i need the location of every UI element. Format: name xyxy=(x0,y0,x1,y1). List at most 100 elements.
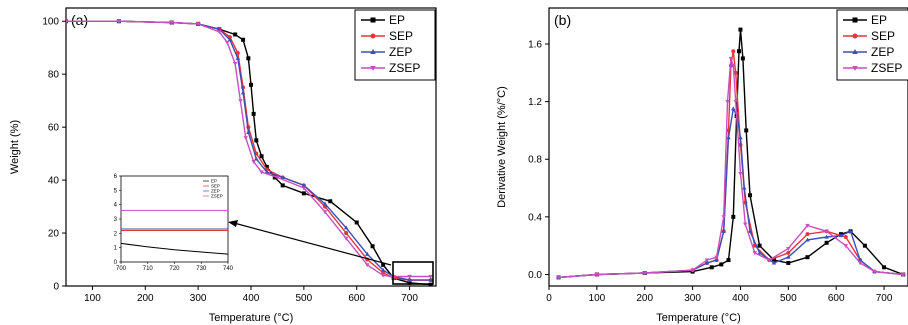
data-point-zep xyxy=(240,90,246,95)
inset-series-line-ep xyxy=(120,242,229,255)
data-point-zep xyxy=(721,228,726,233)
data-point-ep xyxy=(719,262,724,267)
data-point-ep xyxy=(786,260,791,265)
data-point-ep xyxy=(354,220,359,225)
inset-x-tick-label: 700 xyxy=(116,266,127,272)
data-point-zsep xyxy=(238,99,243,104)
x-tick-label: 600 xyxy=(348,293,365,304)
x-tick-label: 500 xyxy=(296,293,313,304)
data-point-zsep xyxy=(714,255,719,260)
data-point-zsep xyxy=(805,223,810,228)
legend-entry-sep: SEP xyxy=(871,29,895,43)
y-tick-label: 100 xyxy=(42,17,59,28)
x-tick-label: 0 xyxy=(546,293,552,304)
data-point-zsep xyxy=(642,271,647,276)
inset-y-tick-label: 5 xyxy=(114,188,118,194)
legend-swatch-marker xyxy=(370,17,376,23)
data-point-zsep xyxy=(259,170,264,175)
legend-entry-zep: ZEP xyxy=(389,45,412,59)
legend-swatch-marker xyxy=(370,49,376,54)
inset-x-tick-label: 740 xyxy=(223,266,234,272)
y-tick-label: 1.6 xyxy=(528,40,542,51)
data-point-zep xyxy=(805,237,810,242)
data-point-zep xyxy=(280,175,285,180)
data-point-ep xyxy=(757,243,762,248)
data-point-zsep xyxy=(857,261,863,266)
data-point-sep xyxy=(843,235,848,240)
data-point-zsep xyxy=(690,268,695,273)
data-point-ep xyxy=(805,255,810,260)
y-axis-label: Weight (%) xyxy=(9,120,21,174)
legend-entry-zsep: ZSEP xyxy=(871,61,902,75)
legend-entry-zep: ZEP xyxy=(871,45,894,59)
data-point-zsep xyxy=(733,100,738,105)
data-point-zep xyxy=(771,260,777,265)
data-point-zsep xyxy=(169,20,174,25)
data-point-zep xyxy=(407,277,412,282)
data-point-zsep xyxy=(243,136,248,141)
legend-swatch-marker xyxy=(370,33,376,39)
y-tick-label: 0.0 xyxy=(528,270,542,281)
data-point-zsep xyxy=(407,274,412,279)
data-point-ep xyxy=(370,244,375,249)
data-point-ep xyxy=(259,154,264,159)
data-point-ep xyxy=(251,111,256,116)
zoom-arrow-head xyxy=(228,220,238,227)
data-point-zsep xyxy=(766,258,772,263)
data-point-ep xyxy=(862,243,867,248)
data-point-zep xyxy=(848,228,853,233)
data-point-zsep xyxy=(738,172,743,177)
inset-y-tick-label: 4 xyxy=(114,203,118,209)
data-point-zsep xyxy=(428,274,433,279)
x-tick-label: 100 xyxy=(589,293,606,304)
inset-y-tick-label: 1 xyxy=(114,246,118,252)
y-tick-label: 0 xyxy=(53,282,59,293)
data-point-ep xyxy=(272,175,277,180)
data-point-zsep xyxy=(343,236,349,241)
data-point-zsep xyxy=(731,64,736,69)
data-point-ep xyxy=(882,265,887,270)
x-tick-label: 700 xyxy=(876,293,893,304)
data-point-zsep xyxy=(217,30,222,35)
panel-label: (b) xyxy=(554,12,571,28)
data-point-zep xyxy=(824,234,829,239)
data-point-zsep xyxy=(824,229,829,234)
data-point-zsep xyxy=(721,215,726,220)
y-tick-label: 0.8 xyxy=(528,155,542,166)
data-point-ep xyxy=(731,214,736,219)
x-tick-label: 700 xyxy=(401,293,418,304)
inset-legend-entry-zsep: ZSEP xyxy=(211,194,223,199)
x-tick-label: 200 xyxy=(137,293,154,304)
data-point-sep xyxy=(733,70,738,75)
data-point-zsep xyxy=(901,272,906,277)
data-point-zep xyxy=(731,106,736,111)
data-point-ep xyxy=(740,56,745,61)
x-axis-label: Temperature (°C) xyxy=(656,312,740,324)
data-point-zep xyxy=(227,37,233,42)
series-line-zsep xyxy=(558,58,904,279)
data-point-zep xyxy=(747,228,753,233)
data-point-zsep xyxy=(728,56,734,61)
data-point-zsep xyxy=(704,258,710,263)
data-point-zep xyxy=(742,185,747,190)
x-tick-label: 100 xyxy=(84,293,101,304)
data-point-ep xyxy=(254,138,259,143)
data-point-sep xyxy=(235,51,240,56)
data-point-zsep xyxy=(752,251,758,256)
data-point-zsep xyxy=(743,222,748,227)
legend-entry-ep: EP xyxy=(389,13,405,27)
data-point-zsep xyxy=(872,269,877,274)
data-point-zsep xyxy=(195,22,201,27)
zoom-arrow xyxy=(233,222,392,266)
x-tick-label: 600 xyxy=(828,293,845,304)
data-point-zsep xyxy=(66,19,69,24)
legend-swatch-marker xyxy=(852,49,858,54)
data-point-zsep xyxy=(301,186,307,191)
data-point-zsep xyxy=(322,210,328,215)
data-point-zsep xyxy=(843,244,848,249)
x-tick-label: 300 xyxy=(190,293,207,304)
data-point-zep xyxy=(428,277,433,282)
legend-swatch-marker xyxy=(852,66,858,71)
y-tick-label: 0.4 xyxy=(528,212,542,223)
